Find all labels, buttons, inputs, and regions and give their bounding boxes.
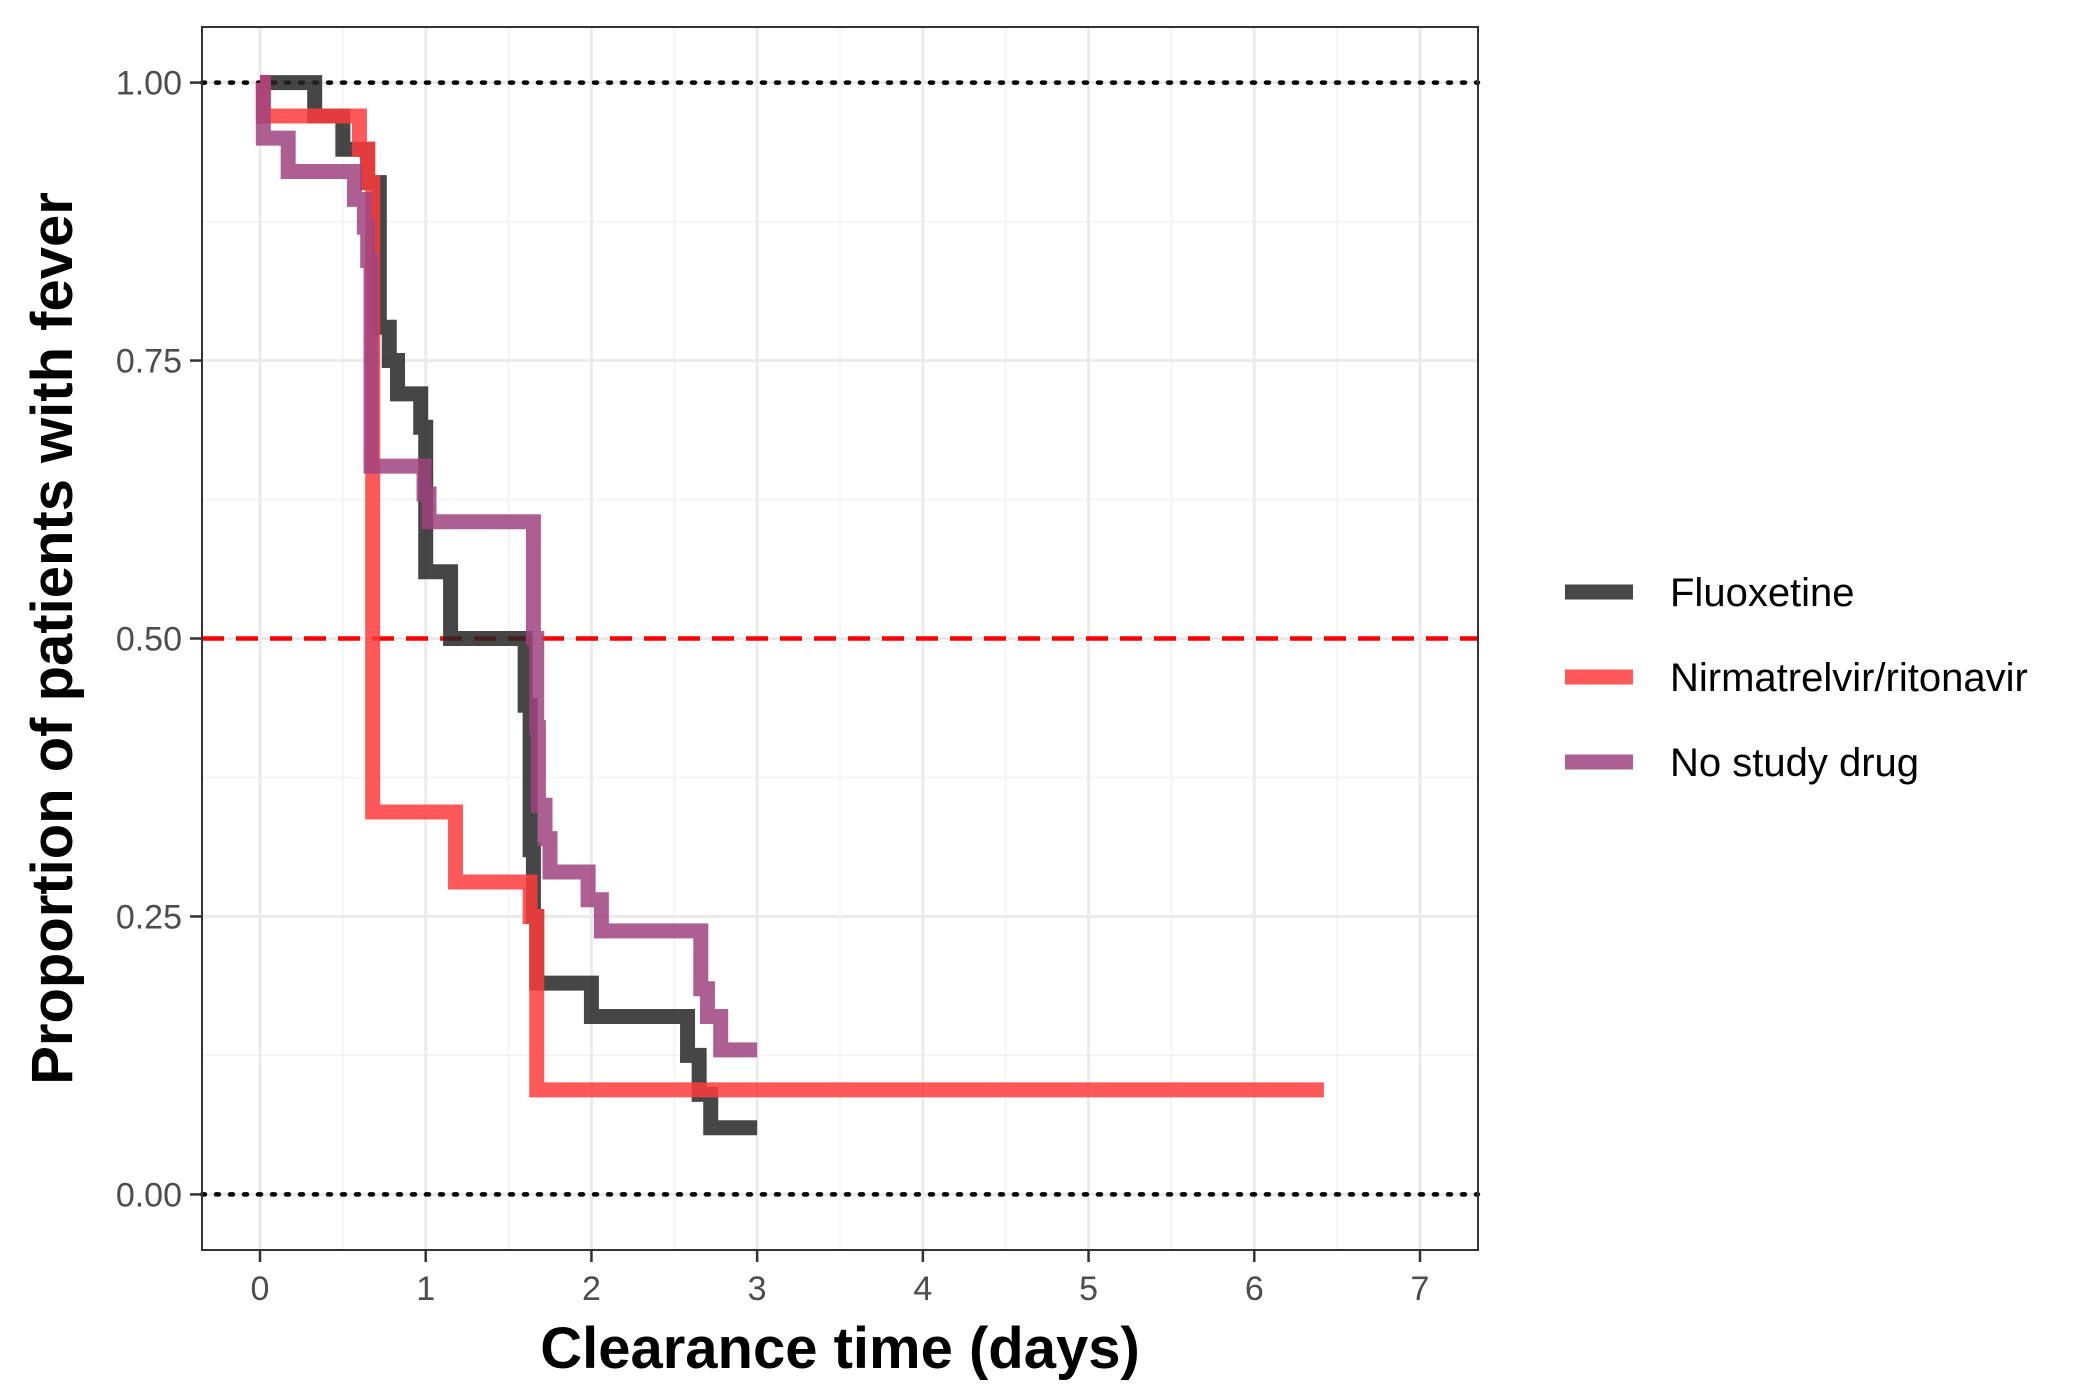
x-axis-title: Clearance time (days) [540, 1316, 1140, 1381]
legend-label-fluoxetine: Fluoxetine [1670, 571, 1855, 615]
y-tick-label: 1.00 [116, 65, 182, 103]
x-tick-label: 7 [1411, 1270, 1430, 1308]
y-tick-label: 0.25 [116, 898, 182, 936]
y-tick-label: 0.50 [116, 621, 182, 659]
legend-label-nirmatrelvir-ritonavir: Nirmatrelvir/ritonavir [1670, 656, 2028, 700]
x-tick-label: 6 [1245, 1270, 1264, 1308]
x-tick-label: 4 [913, 1270, 932, 1308]
y-tick-label: 0.75 [116, 343, 182, 381]
legend-label-no-study-drug: No study drug [1670, 741, 1919, 785]
x-tick-label: 2 [582, 1270, 601, 1308]
series-line-nirmatrelvir-ritonavir [255, 75, 1324, 1098]
reference-lines [199, 80, 1481, 1197]
series-line-no-study-drug [255, 75, 758, 1058]
x-axis: 0 1 2 3 4 5 6 7 [251, 1250, 1430, 1308]
y-axis-title: Proportion of patients with fever [20, 192, 85, 1085]
x-tick-label: 1 [416, 1270, 435, 1308]
x-tick-label: 3 [748, 1270, 767, 1308]
y-axis: 0.00 0.25 0.50 0.75 1.00 [116, 65, 202, 1214]
x-tick-label: 0 [251, 1270, 270, 1308]
y-tick-label: 0.00 [116, 1176, 182, 1214]
series-lines [255, 75, 1324, 1136]
x-tick-label: 5 [1079, 1270, 1098, 1308]
legend: Fluoxetine Nirmatrelvir/ritonavir No study… [1565, 571, 2028, 785]
